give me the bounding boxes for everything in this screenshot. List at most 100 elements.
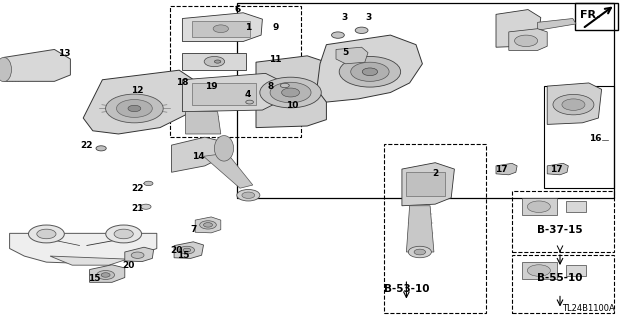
Text: FR.: FR. (579, 10, 600, 20)
Text: 18: 18 (176, 78, 189, 87)
Polygon shape (204, 153, 253, 188)
Text: TL24B1100A: TL24B1100A (562, 304, 614, 313)
Bar (182, 53, 246, 70)
Bar (192, 21, 250, 37)
Polygon shape (336, 47, 368, 64)
Polygon shape (4, 49, 70, 81)
Text: B-55-10: B-55-10 (537, 272, 583, 283)
Circle shape (114, 229, 133, 239)
Text: 16: 16 (589, 134, 602, 143)
Polygon shape (195, 217, 221, 233)
Bar (566, 265, 586, 276)
Polygon shape (50, 256, 127, 265)
Text: 22: 22 (131, 184, 144, 193)
Circle shape (96, 146, 106, 151)
Text: 20: 20 (170, 246, 182, 255)
Circle shape (332, 32, 344, 38)
Polygon shape (172, 137, 224, 172)
Text: 13: 13 (58, 49, 70, 58)
Bar (512, 255, 614, 313)
Circle shape (183, 248, 191, 252)
Circle shape (37, 229, 56, 239)
Text: 17: 17 (495, 165, 508, 174)
Polygon shape (125, 247, 154, 262)
Circle shape (29, 225, 65, 243)
Circle shape (116, 100, 152, 117)
Bar (512, 191, 614, 252)
Circle shape (515, 35, 538, 47)
Polygon shape (406, 206, 434, 252)
Circle shape (282, 88, 300, 97)
Circle shape (408, 246, 431, 258)
Circle shape (553, 94, 594, 115)
Bar (522, 262, 557, 279)
Bar (406, 172, 445, 196)
Ellipse shape (0, 57, 12, 82)
Bar (544, 86, 614, 188)
Text: 21: 21 (131, 204, 144, 213)
Circle shape (213, 25, 228, 33)
Text: B-37-15: B-37-15 (537, 225, 583, 235)
Polygon shape (547, 163, 568, 175)
Polygon shape (317, 35, 422, 102)
Polygon shape (538, 19, 576, 30)
Circle shape (280, 83, 289, 88)
Polygon shape (496, 163, 517, 175)
Circle shape (351, 62, 389, 81)
Bar (384, 144, 486, 313)
Circle shape (204, 56, 225, 67)
Circle shape (144, 181, 153, 186)
Text: 6: 6 (235, 5, 241, 14)
Circle shape (562, 99, 585, 110)
Polygon shape (10, 234, 157, 263)
Circle shape (246, 100, 253, 104)
Circle shape (131, 252, 144, 258)
Polygon shape (496, 10, 541, 47)
Text: 7: 7 (190, 225, 196, 234)
Circle shape (414, 249, 426, 255)
Circle shape (237, 189, 260, 201)
Polygon shape (182, 13, 262, 41)
Circle shape (179, 246, 195, 254)
Text: 8: 8 (268, 82, 274, 91)
Text: 11: 11 (269, 55, 282, 63)
Circle shape (527, 265, 550, 276)
Polygon shape (509, 29, 547, 50)
Polygon shape (402, 163, 454, 206)
Bar (575, 3, 618, 30)
Polygon shape (182, 73, 282, 112)
Bar (522, 198, 557, 215)
Circle shape (527, 201, 550, 212)
Polygon shape (90, 265, 125, 282)
Circle shape (106, 225, 141, 243)
Circle shape (101, 273, 110, 277)
Text: 1: 1 (245, 23, 252, 32)
Text: 17: 17 (550, 165, 563, 174)
Polygon shape (174, 242, 204, 258)
Circle shape (362, 68, 378, 76)
Polygon shape (547, 83, 602, 124)
Bar (192, 83, 256, 105)
Circle shape (260, 77, 321, 108)
Ellipse shape (214, 136, 234, 161)
Text: 3: 3 (365, 13, 371, 22)
Circle shape (242, 192, 255, 198)
Text: 22: 22 (80, 141, 93, 150)
Circle shape (355, 27, 368, 33)
Text: 2: 2 (432, 169, 438, 178)
Text: 9: 9 (272, 23, 278, 32)
Polygon shape (83, 70, 198, 134)
Text: 20: 20 (122, 261, 134, 270)
Circle shape (141, 204, 151, 209)
Bar (170, 6, 301, 137)
Text: 3: 3 (341, 13, 348, 22)
Circle shape (204, 223, 212, 227)
Polygon shape (186, 112, 221, 134)
Text: 5: 5 (342, 48, 349, 57)
Text: 4: 4 (244, 90, 251, 99)
Text: 15: 15 (88, 274, 101, 283)
Text: 14: 14 (192, 152, 205, 161)
Circle shape (200, 221, 216, 229)
Text: B-53-10: B-53-10 (383, 284, 429, 294)
Circle shape (106, 94, 163, 123)
